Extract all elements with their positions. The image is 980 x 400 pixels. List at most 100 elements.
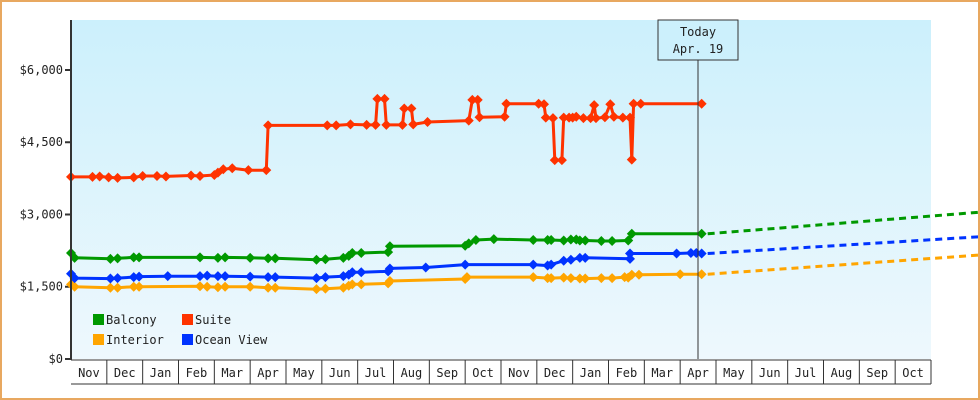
data-point-marker[interactable] (105, 253, 116, 264)
data-point-marker[interactable] (558, 255, 569, 266)
data-point-marker[interactable] (580, 273, 591, 284)
data-point-marker[interactable] (574, 235, 585, 246)
data-point-marker[interactable] (499, 111, 510, 122)
data-point-marker[interactable] (607, 235, 618, 246)
data-point-marker[interactable] (202, 281, 213, 292)
data-point-marker[interactable] (381, 119, 392, 130)
data-point-marker[interactable] (220, 271, 231, 282)
data-point-marker[interactable] (633, 269, 644, 280)
data-point-marker[interactable] (69, 273, 80, 284)
data-point-marker[interactable] (501, 98, 512, 109)
data-point-marker[interactable] (379, 93, 390, 104)
data-point-marker[interactable] (580, 252, 591, 263)
data-point-marker[interactable] (311, 273, 322, 284)
legend-item-balcony[interactable]: Balcony (93, 313, 157, 327)
data-point-marker[interactable] (546, 273, 557, 284)
data-point-marker[interactable] (460, 259, 471, 270)
data-point-marker[interactable] (361, 119, 372, 130)
data-point-marker[interactable] (578, 113, 589, 124)
data-point-marker[interactable] (565, 234, 576, 245)
data-point-marker[interactable] (245, 252, 256, 263)
data-point-marker[interactable] (528, 235, 539, 246)
data-point-marker[interactable] (608, 111, 619, 122)
data-point-marker[interactable] (625, 253, 635, 264)
data-point-marker[interactable] (160, 171, 171, 182)
data-point-marker[interactable] (546, 235, 557, 246)
data-point-marker[interactable] (625, 112, 635, 123)
data-point-marker[interactable] (626, 154, 637, 165)
data-point-marker[interactable] (320, 254, 331, 265)
data-point-marker[interactable] (356, 248, 367, 259)
data-point-marker[interactable] (696, 98, 707, 109)
data-point-marker[interactable] (243, 165, 254, 176)
data-point-marker[interactable] (590, 113, 601, 124)
data-point-marker[interactable] (311, 284, 322, 295)
data-point-marker[interactable] (539, 99, 549, 110)
data-point-marker[interactable] (461, 272, 472, 283)
data-point-marker[interactable] (218, 164, 229, 175)
data-point-marker[interactable] (626, 269, 637, 280)
data-point-marker[interactable] (186, 170, 197, 181)
data-point-marker[interactable] (69, 281, 80, 292)
data-point-marker[interactable] (347, 279, 358, 290)
data-point-marker[interactable] (270, 253, 281, 264)
data-point-marker[interactable] (220, 281, 231, 292)
data-point-marker[interactable] (372, 93, 383, 104)
data-point-marker[interactable] (565, 273, 576, 284)
legend-item-ocean-view[interactable]: Ocean View (182, 333, 268, 347)
data-point-marker[interactable] (558, 235, 569, 246)
data-point-marker[interactable] (212, 252, 223, 263)
data-point-marker[interactable] (556, 155, 567, 166)
data-point-marker[interactable] (565, 254, 576, 265)
data-point-marker[interactable] (625, 248, 635, 259)
data-point-marker[interactable] (589, 100, 600, 111)
data-point-marker[interactable] (112, 273, 123, 284)
data-point-marker[interactable] (571, 111, 582, 122)
data-point-marker[interactable] (408, 119, 419, 130)
data-point-marker[interactable] (212, 282, 223, 293)
data-point-marker[interactable] (347, 267, 358, 278)
data-point-marker[interactable] (696, 248, 707, 259)
data-point-marker[interactable] (105, 273, 116, 284)
data-point-marker[interactable] (345, 119, 356, 130)
data-point-marker[interactable] (596, 235, 607, 246)
data-point-marker[interactable] (261, 165, 272, 176)
data-point-marker[interactable] (574, 273, 585, 284)
data-point-marker[interactable] (162, 271, 173, 282)
data-point-marker[interactable] (212, 271, 223, 282)
data-point-marker[interactable] (696, 269, 707, 280)
data-point-marker[interactable] (195, 281, 205, 292)
data-point-marker[interactable] (263, 253, 274, 264)
data-point-marker[interactable] (585, 113, 596, 124)
data-point-marker[interactable] (128, 252, 139, 263)
data-point-marker[interactable] (474, 112, 485, 123)
data-point-marker[interactable] (399, 103, 410, 114)
data-point-marker[interactable] (320, 283, 331, 294)
data-point-marker[interactable] (227, 163, 238, 174)
data-point-marker[interactable] (103, 172, 114, 183)
data-point-marker[interactable] (195, 170, 205, 181)
data-point-marker[interactable] (69, 252, 80, 263)
data-point-marker[interactable] (540, 112, 551, 123)
data-point-marker[interactable] (263, 272, 274, 283)
data-point-marker[interactable] (356, 267, 367, 278)
data-point-marker[interactable] (311, 254, 322, 265)
data-point-marker[interactable] (596, 273, 607, 284)
data-point-marker[interactable] (623, 235, 634, 246)
data-point-marker[interactable] (675, 269, 686, 280)
data-point-marker[interactable] (384, 263, 395, 274)
data-point-marker[interactable] (599, 112, 610, 123)
data-point-marker[interactable] (202, 270, 213, 281)
data-point-marker[interactable] (420, 262, 431, 273)
data-point-marker[interactable] (605, 99, 616, 110)
data-point-marker[interactable] (547, 113, 558, 124)
data-point-marker[interactable] (270, 282, 281, 293)
data-point-marker[interactable] (546, 259, 557, 270)
data-point-marker[interactable] (195, 271, 205, 282)
data-point-marker[interactable] (574, 252, 585, 263)
data-point-marker[interactable] (137, 170, 148, 181)
data-point-marker[interactable] (112, 282, 123, 293)
data-point-marker[interactable] (152, 170, 162, 181)
data-point-marker[interactable] (270, 272, 281, 283)
data-point-marker[interactable] (322, 120, 333, 131)
